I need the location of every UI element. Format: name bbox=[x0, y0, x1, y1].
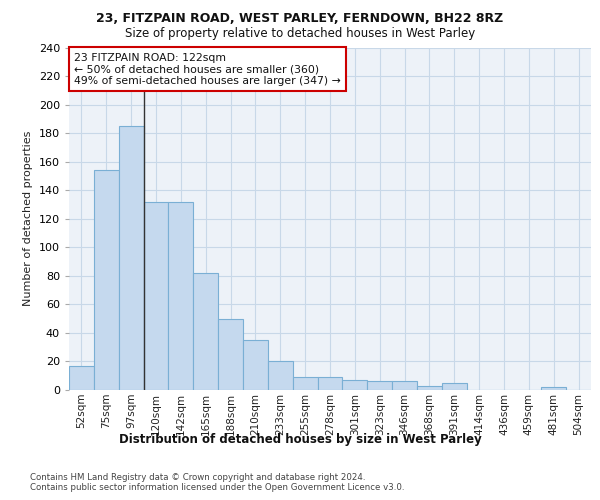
Bar bbox=[169, 202, 193, 390]
Bar bbox=[417, 386, 442, 390]
Bar bbox=[392, 382, 417, 390]
Bar bbox=[317, 377, 343, 390]
Bar bbox=[367, 382, 392, 390]
Bar bbox=[243, 340, 268, 390]
Bar bbox=[343, 380, 367, 390]
Bar bbox=[119, 126, 143, 390]
Bar bbox=[143, 202, 169, 390]
Bar bbox=[293, 377, 317, 390]
Text: Contains HM Land Registry data © Crown copyright and database right 2024.
Contai: Contains HM Land Registry data © Crown c… bbox=[30, 472, 404, 492]
Bar bbox=[541, 387, 566, 390]
Bar bbox=[94, 170, 119, 390]
Y-axis label: Number of detached properties: Number of detached properties bbox=[23, 131, 33, 306]
Text: 23, FITZPAIN ROAD, WEST PARLEY, FERNDOWN, BH22 8RZ: 23, FITZPAIN ROAD, WEST PARLEY, FERNDOWN… bbox=[97, 12, 503, 26]
Bar bbox=[442, 383, 467, 390]
Text: Distribution of detached houses by size in West Parley: Distribution of detached houses by size … bbox=[119, 432, 481, 446]
Bar bbox=[268, 362, 293, 390]
Bar bbox=[69, 366, 94, 390]
Bar bbox=[193, 273, 218, 390]
Text: Size of property relative to detached houses in West Parley: Size of property relative to detached ho… bbox=[125, 28, 475, 40]
Bar bbox=[218, 318, 243, 390]
Text: 23 FITZPAIN ROAD: 122sqm
← 50% of detached houses are smaller (360)
49% of semi-: 23 FITZPAIN ROAD: 122sqm ← 50% of detach… bbox=[74, 52, 341, 86]
